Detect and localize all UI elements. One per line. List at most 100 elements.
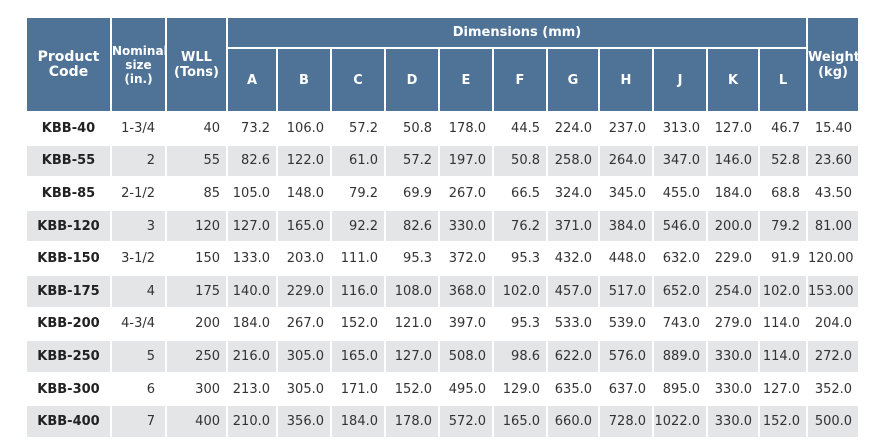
table-row: KBB-55 2 55 82.6 122.0 61.0 57.2 197.0 50.8 258.0… bbox=[25, 144, 861, 179]
table-cell: 105.0 bbox=[226, 177, 278, 211]
table-cell: 57.2 bbox=[384, 144, 440, 179]
header-row: Product Code Nominal size (in.) WLL (Ton… bbox=[25, 16, 861, 113]
table-cell: 68.8 bbox=[757, 177, 809, 211]
table-cell: KBB-40 bbox=[25, 112, 112, 146]
table-cell: 61.0 bbox=[330, 144, 386, 179]
table-row: KBB-400 7 400 210.0 356.0 184.0 178.0 572.0 165.… bbox=[25, 405, 861, 439]
table-cell: 272.0 bbox=[806, 340, 861, 374]
table-cell: 76.2 bbox=[492, 209, 548, 244]
table-cell: 95.3 bbox=[492, 242, 548, 276]
table-cell: 267.0 bbox=[276, 307, 332, 342]
table-cell: 637.0 bbox=[598, 372, 654, 407]
table-cell: 237.0 bbox=[598, 112, 654, 146]
table-cell: 5 bbox=[110, 340, 167, 374]
table-cell: 495.0 bbox=[438, 372, 494, 407]
table-cell: 305.0 bbox=[276, 372, 332, 407]
table-cell: 352.0 bbox=[806, 372, 861, 407]
header-cell: G bbox=[546, 47, 600, 113]
table-cell: 1-3/4 bbox=[110, 112, 167, 146]
header-cell: A bbox=[226, 47, 278, 113]
table-cell: 743.0 bbox=[652, 307, 708, 342]
table-header: Product Code Nominal size (in.) WLL (Ton… bbox=[25, 16, 861, 113]
table-cell: 330.0 bbox=[706, 372, 760, 407]
table-row: KBB-120 3 120 127.0 165.0 92.2 82.6 330.0 76.2 37… bbox=[25, 209, 861, 244]
table-cell: 81.00 bbox=[806, 209, 861, 244]
table-cell: 91.9 bbox=[757, 242, 809, 276]
table-cell: 184.0 bbox=[226, 307, 278, 342]
table-cell: 448.0 bbox=[598, 242, 654, 276]
table-cell: 400 bbox=[165, 405, 228, 439]
table-cell: 200.0 bbox=[706, 209, 760, 244]
table-cell: 120 bbox=[165, 209, 228, 244]
table-cell: 622.0 bbox=[546, 340, 600, 374]
table-row: KBB-300 6 300 213.0 305.0 171.0 152.0 495.0 129.… bbox=[25, 372, 861, 407]
table-cell: 79.2 bbox=[330, 177, 386, 211]
table-cell: 133.0 bbox=[226, 242, 278, 276]
table-cell: 457.0 bbox=[546, 274, 600, 309]
table-cell: 127.0 bbox=[706, 112, 760, 146]
table-cell: 6 bbox=[110, 372, 167, 407]
table-cell: 146.0 bbox=[706, 144, 760, 179]
table-cell: 1022.0 bbox=[652, 405, 708, 439]
table-cell: 345.0 bbox=[598, 177, 654, 211]
table-cell: 95.3 bbox=[384, 242, 440, 276]
table-cell: 4-3/4 bbox=[110, 307, 167, 342]
header-cell: H bbox=[598, 47, 654, 113]
table-row: KBB-150 3-1/2 150 133.0 203.0 111.0 95.3 372.0 9… bbox=[25, 242, 861, 276]
table-cell: KBB-85 bbox=[25, 177, 112, 211]
table-cell: 635.0 bbox=[546, 372, 600, 407]
table-row: KBB-250 5 250 216.0 305.0 165.0 127.0 508.0 98.6… bbox=[25, 340, 861, 374]
table-cell: 153.00 bbox=[806, 274, 861, 309]
header-cell: F bbox=[492, 47, 548, 113]
table-cell: 165.0 bbox=[276, 209, 332, 244]
header-cell: J bbox=[652, 47, 708, 113]
table-cell: 313.0 bbox=[652, 112, 708, 146]
header-cell: WLL (Tons) bbox=[165, 16, 228, 113]
table-cell: 44.5 bbox=[492, 112, 548, 146]
table-cell: 152.0 bbox=[330, 307, 386, 342]
table-cell: 660.0 bbox=[546, 405, 600, 439]
table-cell: 2 bbox=[110, 144, 167, 179]
table-cell: 371.0 bbox=[546, 209, 600, 244]
table-cell: 7 bbox=[110, 405, 167, 439]
table-cell: 52.8 bbox=[757, 144, 809, 179]
table-cell: 73.2 bbox=[226, 112, 278, 146]
table-cell: 572.0 bbox=[438, 405, 494, 439]
table-cell: 279.0 bbox=[706, 307, 760, 342]
table-cell: 324.0 bbox=[546, 177, 600, 211]
table-cell: 213.0 bbox=[226, 372, 278, 407]
table-cell: 250 bbox=[165, 340, 228, 374]
table-cell: 43.50 bbox=[806, 177, 861, 211]
table-cell: 305.0 bbox=[276, 340, 332, 374]
table-cell: 165.0 bbox=[492, 405, 548, 439]
table-cell: KBB-300 bbox=[25, 372, 112, 407]
table-cell: 576.0 bbox=[598, 340, 654, 374]
table-cell: 40 bbox=[165, 112, 228, 146]
table-cell: 102.0 bbox=[492, 274, 548, 309]
table-cell: 546.0 bbox=[652, 209, 708, 244]
table-cell: 50.8 bbox=[492, 144, 548, 179]
table-cell: 356.0 bbox=[276, 405, 332, 439]
table-cell: 85 bbox=[165, 177, 228, 211]
table-cell: KBB-175 bbox=[25, 274, 112, 309]
header-cell: D bbox=[384, 47, 440, 113]
table-cell: 264.0 bbox=[598, 144, 654, 179]
table-cell: 171.0 bbox=[330, 372, 386, 407]
header-cell: Dimensions (mm) bbox=[225, 16, 809, 49]
table-cell: 889.0 bbox=[652, 340, 708, 374]
table-cell: 3-1/2 bbox=[110, 242, 167, 276]
table-cell: 57.2 bbox=[330, 112, 386, 146]
table-cell: 55 bbox=[165, 144, 228, 179]
table-row: KBB-200 4-3/4 200 184.0 267.0 152.0 121.0 397.0… bbox=[25, 307, 861, 342]
header-cell: L bbox=[757, 47, 809, 113]
table-cell: 121.0 bbox=[384, 307, 440, 342]
table-cell: 539.0 bbox=[598, 307, 654, 342]
table-cell: 728.0 bbox=[598, 405, 654, 439]
header-cell: Nominal size (in.) bbox=[110, 16, 168, 113]
table-cell: 300 bbox=[165, 372, 228, 407]
table-cell: 455.0 bbox=[652, 177, 708, 211]
table-cell: 50.8 bbox=[384, 112, 440, 146]
table-cell: 152.0 bbox=[384, 372, 440, 407]
header-cell: Product Code bbox=[25, 16, 112, 113]
